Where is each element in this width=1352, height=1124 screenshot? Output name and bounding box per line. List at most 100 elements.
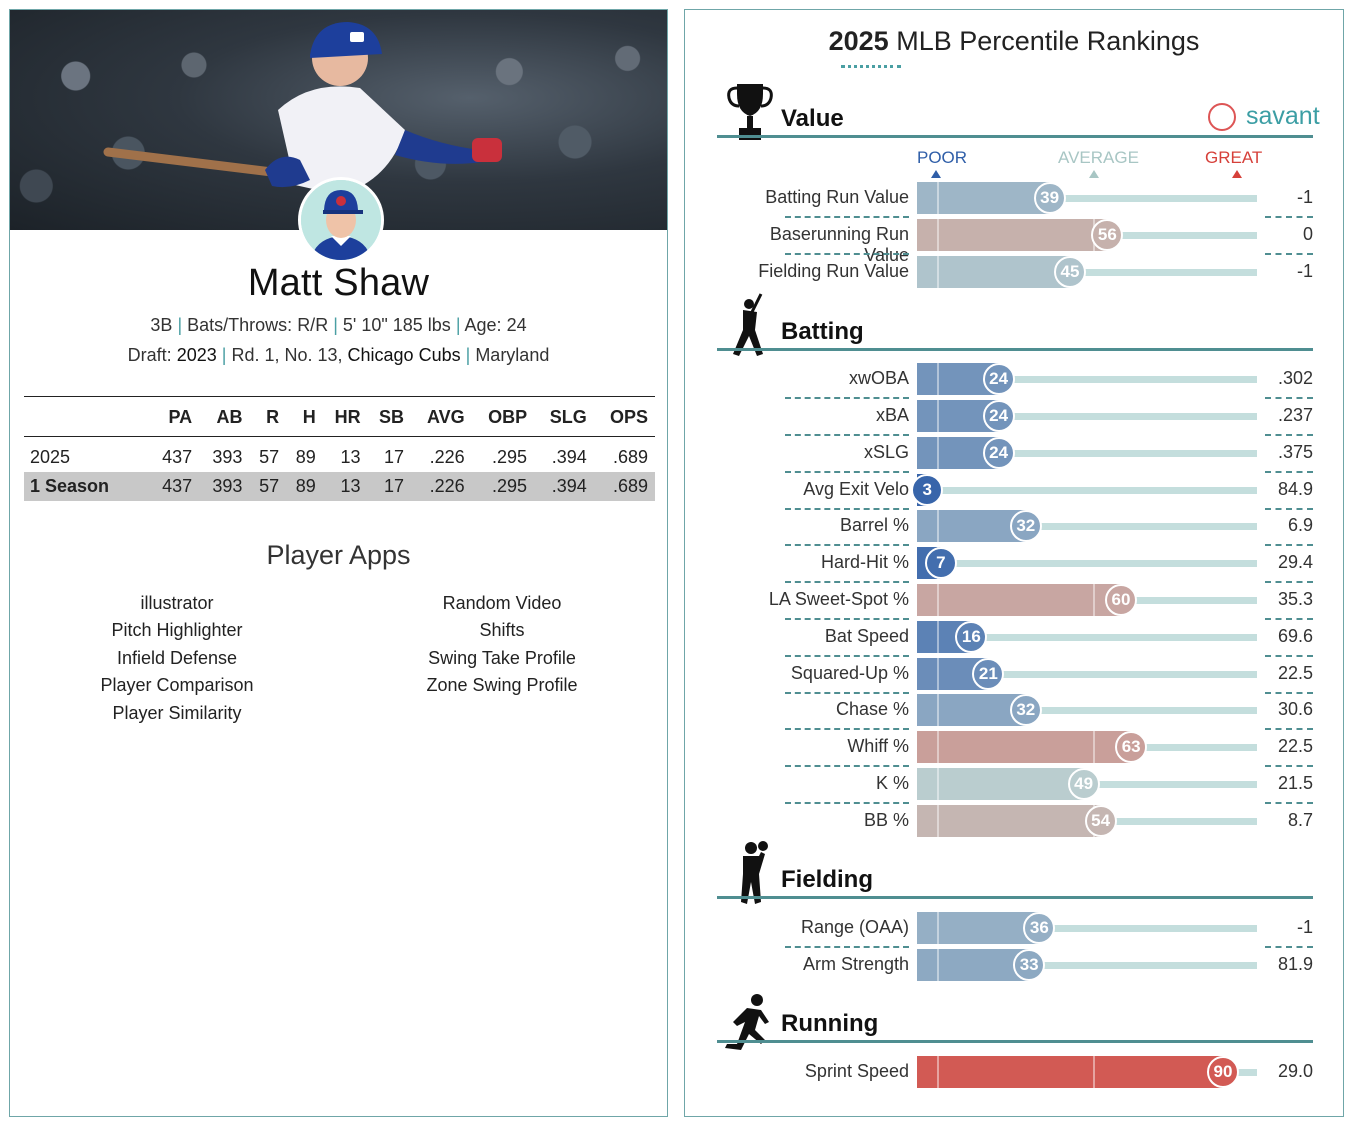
metric-label[interactable]: Barrel %: [839, 515, 909, 535]
metric-label[interactable]: Baserunning Run Value: [769, 224, 909, 265]
bar-gridline: [937, 437, 939, 469]
app-link[interactable]: illustrator: [140, 593, 214, 613]
stats-cell: .226: [429, 446, 465, 467]
percentile-bar: [917, 256, 1070, 288]
percentile-bubble[interactable]: 16: [955, 621, 988, 653]
metric-label[interactable]: Squared-Up %: [790, 663, 909, 683]
metric-label[interactable]: Avg Exit Velo: [803, 479, 909, 499]
bar-gridline: [937, 510, 939, 542]
stats-header-h[interactable]: H: [286, 396, 323, 437]
metric-value: -1: [1296, 917, 1313, 937]
app-link[interactable]: Swing Take Profile: [428, 647, 576, 668]
metric-label[interactable]: xwOBA: [848, 368, 909, 388]
stats-cell: .295: [471, 471, 535, 501]
metric-label[interactable]: Whiff %: [847, 736, 909, 756]
percentile-bar: [917, 182, 1050, 214]
metric-label[interactable]: Batting Run Value: [765, 187, 909, 207]
percentile-bubble[interactable]: 32: [1009, 694, 1042, 726]
draft-team[interactable]: Chicago Cubs: [347, 345, 461, 365]
stats-header-r[interactable]: R: [249, 396, 287, 437]
percentile-bubble[interactable]: 45: [1054, 256, 1086, 288]
metric-value: 69.6: [1277, 626, 1313, 646]
metric-label[interactable]: Range (OAA): [800, 917, 909, 937]
metric-value: 84.9: [1277, 479, 1313, 499]
metric-label[interactable]: Sprint Speed: [804, 1061, 909, 1081]
stats-cell: 393: [199, 471, 250, 501]
metric-label[interactable]: LA Sweet-Spot %: [768, 589, 909, 609]
section-divider: [717, 348, 1313, 351]
percentile-bubble[interactable]: 60: [1105, 584, 1137, 616]
stats-cell: .226: [411, 471, 472, 501]
percentile-bubble[interactable]: 36: [1023, 912, 1056, 944]
percentile-bubble[interactable]: 24: [982, 400, 1015, 432]
percentile-track: [917, 487, 1257, 494]
percentile-track: [917, 195, 1257, 202]
stats-header-slg[interactable]: SLG: [534, 396, 594, 437]
percentile-bubble[interactable]: 24: [982, 363, 1015, 395]
percentile-bubble[interactable]: 39: [1033, 182, 1066, 214]
percentile-bubble[interactable]: 49: [1067, 768, 1100, 800]
section-divider: [717, 135, 1313, 138]
bats-throws-label: Bats/Throws:: [187, 315, 293, 335]
percentile-bar: [917, 731, 1132, 763]
percentile-bubble[interactable]: 21: [972, 658, 1005, 690]
percentile-track: [917, 634, 1257, 641]
percentile-bubble[interactable]: 24: [982, 437, 1015, 469]
stats-header-sb[interactable]: SB: [367, 396, 412, 437]
stats-header-hr[interactable]: HR: [322, 396, 368, 437]
metric-label[interactable]: Hard-Hit %: [820, 552, 909, 572]
metric-value: .237: [1277, 405, 1313, 425]
section-title-fielding: Fielding: [781, 866, 873, 893]
bar-gridline: [937, 363, 939, 395]
stats-header-ab[interactable]: AB: [199, 396, 250, 437]
savant-logo-text[interactable]: savant: [1246, 102, 1320, 130]
section-divider: [717, 1040, 1313, 1043]
stats-cell: .394: [551, 446, 587, 467]
percentile-bubble[interactable]: 7: [924, 547, 957, 579]
draft-pick: Rd. 1, No. 13,: [231, 345, 343, 365]
metric-label[interactable]: Fielding Run Value: [758, 261, 909, 281]
metric-label[interactable]: xBA: [875, 405, 909, 425]
metric-label[interactable]: K %: [875, 773, 909, 793]
app-link[interactable]: Shifts: [479, 620, 525, 641]
row-divider: [1265, 692, 1313, 694]
player-apps-right: Random Video Shifts Swing Take Profile Z…: [352, 590, 652, 700]
metric-label[interactable]: BB %: [863, 810, 909, 830]
percentile-bubble[interactable]: 3: [911, 474, 944, 506]
percentile-bubble[interactable]: 54: [1084, 805, 1117, 837]
percentile-track: [917, 413, 1257, 420]
percentile-bubble[interactable]: 56: [1091, 219, 1124, 251]
app-link[interactable]: Pitch Highlighter: [111, 620, 243, 641]
app-link[interactable]: Player Similarity: [112, 702, 242, 723]
metric-label[interactable]: Bat Speed: [824, 626, 909, 646]
percentile-track: [917, 671, 1257, 678]
percentile-bar: [917, 694, 1026, 726]
app-link[interactable]: Random Video: [442, 593, 562, 613]
row-divider: [785, 802, 909, 804]
stats-header-ops[interactable]: OPS: [593, 396, 655, 437]
metric-value: 8.7: [1287, 810, 1313, 830]
stats-cell: .689: [612, 446, 648, 467]
percentile-bubble[interactable]: 33: [1013, 949, 1046, 981]
metric-label[interactable]: Chase %: [835, 699, 909, 719]
stats-header-pa[interactable]: PA: [148, 396, 200, 437]
metric-value: -1: [1296, 187, 1313, 207]
row-divider: [1265, 253, 1313, 255]
stats-cell: 57: [249, 471, 287, 501]
app-link[interactable]: Zone Swing Profile: [426, 675, 578, 696]
metric-label[interactable]: xSLG: [863, 442, 909, 462]
app-link[interactable]: Player Comparison: [100, 675, 254, 696]
percentile-bubble[interactable]: 90: [1207, 1056, 1239, 1088]
draft-year[interactable]: 2023: [176, 345, 217, 365]
row-divider: [785, 434, 909, 436]
stats-header-avg[interactable]: AVG: [411, 396, 472, 437]
row-divider: [1265, 946, 1313, 948]
percentile-bubble[interactable]: 32: [1009, 510, 1042, 542]
metric-label[interactable]: Arm Strength: [802, 954, 909, 974]
percentile-bar: [917, 219, 1108, 251]
stats-header-obp[interactable]: OBP: [471, 396, 535, 437]
app-link[interactable]: Infield Defense: [116, 647, 238, 668]
row-divider: [785, 471, 909, 473]
metric-value: 35.3: [1277, 589, 1313, 609]
percentile-bubble[interactable]: 63: [1115, 731, 1148, 763]
